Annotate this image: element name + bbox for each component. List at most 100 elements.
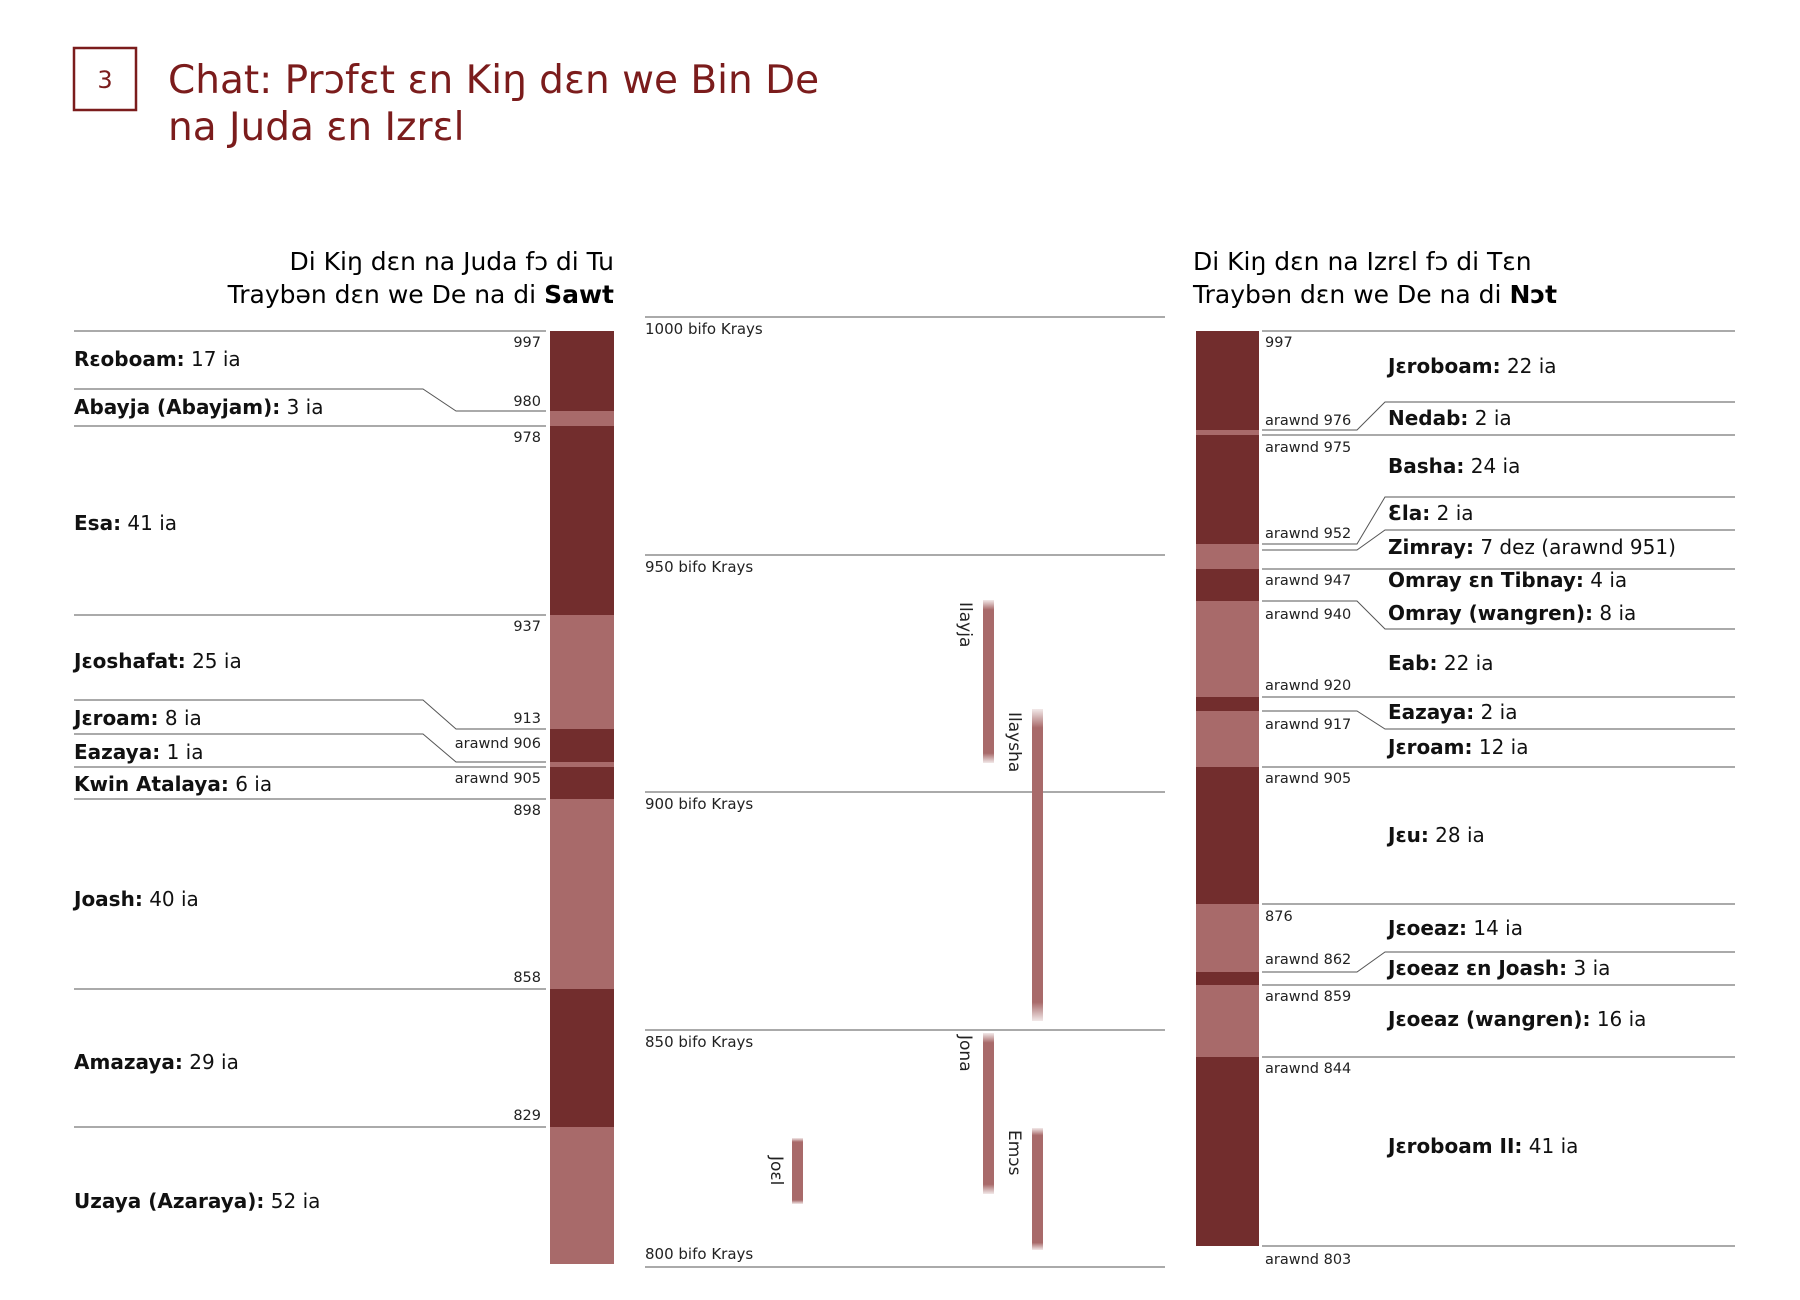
king-label: Ɛla: 2 ia — [1388, 501, 1474, 525]
rule — [1262, 710, 1735, 730]
king-label: Omray ɛn Tibnay: 4 ia — [1388, 568, 1627, 592]
king-label: Jɛoeaz (wangren): 16 ia — [1386, 1007, 1646, 1031]
judah-king-names: Rɛoboam: 17 ia Abayja (Abayjam): 3 ia Es… — [72, 347, 323, 1213]
prophet-label: Emɔs — [1004, 1130, 1024, 1176]
timeline-labels: 1000 bifo Krays 950 bifo Krays 900 bifo … — [645, 320, 763, 1263]
king-label: Amazaya: 29 ia — [74, 1050, 239, 1074]
king-label: Eab: 22 ia — [1388, 651, 1493, 675]
judah-bar-segment — [550, 331, 614, 411]
prophet-labels: Ilayja Ilaysha Jona Emɔs Joɛl — [766, 602, 1024, 1185]
king-label: Rɛoboam: 17 ia — [74, 347, 241, 371]
israel-bar-segment — [1196, 1057, 1259, 1246]
judah-year-labels: 997 980 978 937 913 arawnd 906 arawnd 90… — [455, 335, 541, 1124]
king-label: Kwin Atalaya: 6 ia — [74, 772, 272, 796]
prophet-bar-ilayja — [983, 600, 994, 763]
year-label: arawnd 905 — [455, 771, 541, 787]
israel-bar-segment — [1196, 985, 1259, 1057]
year-label: arawnd 940 — [1265, 607, 1351, 623]
judah-header-line2: Traybən dɛn we De na di Sawt — [227, 280, 614, 309]
israel-bar-segment — [1196, 767, 1259, 904]
rule — [1262, 600, 1735, 630]
judah-rules — [74, 330, 546, 1128]
year-label: 829 — [513, 1108, 541, 1124]
king-label: Jɛroboam: 22 ia — [1386, 354, 1557, 378]
king-label: Jɛroboam II: 41 ia — [1386, 1134, 1578, 1158]
figure-number: 3 — [97, 66, 112, 94]
page-title-line1: Chat: Prɔfɛt ɛn Kiŋ dɛn we Bin De — [168, 58, 819, 103]
israel-bar-segment — [1196, 904, 1259, 972]
judah-bar-segment — [550, 762, 614, 767]
year-label: 978 — [513, 430, 541, 446]
israel-header-line2: Traybən dɛn we De na di Nɔt — [1192, 280, 1557, 309]
israel-bar-segment — [1196, 601, 1259, 697]
king-label: Joash: 40 ia — [72, 887, 199, 911]
prophet-bar-ilaysha — [1032, 709, 1043, 1021]
rule — [1262, 529, 1735, 551]
judah-bar — [550, 331, 614, 1264]
year-label: 997 — [1265, 335, 1293, 351]
king-label: Jɛroam: 8 ia — [72, 706, 202, 730]
judah-bar-segment — [550, 989, 614, 1127]
year-label: arawnd 803 — [1265, 1252, 1351, 1268]
year-label: arawnd 952 — [1265, 526, 1351, 542]
king-label: Omray (wangren): 8 ia — [1388, 601, 1636, 625]
year-label: arawnd 844 — [1265, 1061, 1351, 1077]
judah-bar-segment — [550, 729, 614, 762]
year-label: arawnd 920 — [1265, 678, 1351, 694]
rule — [1262, 401, 1735, 431]
year-label: arawnd 975 — [1265, 440, 1351, 456]
king-label: Jɛroam: 12 ia — [1386, 735, 1529, 759]
king-label: Uzaya (Azaraya): 52 ia — [74, 1189, 320, 1213]
year-label: arawnd 862 — [1265, 952, 1351, 968]
israel-bar-segment — [1196, 697, 1259, 711]
rule — [74, 388, 546, 412]
israel-bar-segment — [1196, 544, 1259, 550]
timeline-label: 1000 bifo Krays — [645, 320, 763, 338]
prophet-label: Joɛl — [766, 1155, 786, 1185]
year-label: 997 — [513, 335, 541, 351]
rule — [1262, 951, 1735, 973]
israel-bar-segment — [1196, 550, 1259, 569]
israel-bar-segment — [1196, 569, 1259, 601]
king-label: Jɛu: 28 ia — [1386, 823, 1485, 847]
year-label: 898 — [513, 803, 541, 819]
israel-rules — [1262, 330, 1735, 1247]
year-label: 876 — [1265, 909, 1293, 925]
year-label: 937 — [513, 619, 541, 635]
year-label: 858 — [513, 970, 541, 986]
king-label: Jɛoeaz: 14 ia — [1386, 916, 1523, 940]
year-label: arawnd 905 — [1265, 771, 1351, 787]
rule — [1262, 496, 1735, 545]
year-label: 913 — [513, 711, 541, 727]
page-title-line2: na Juda ɛn Izrɛl — [168, 105, 464, 150]
israel-king-names: Jɛroboam: 22 ia Nedab: 2 ia Basha: 24 ia… — [1386, 354, 1676, 1158]
rule — [74, 733, 546, 763]
israel-bar-segment — [1196, 331, 1259, 430]
king-label: Eazaya: 1 ia — [74, 740, 203, 764]
king-label: Abayja (Abayjam): 3 ia — [74, 395, 323, 419]
timeline-label: 800 bifo Krays — [645, 1245, 753, 1263]
king-label: Esa: 41 ia — [74, 511, 177, 535]
year-label: arawnd 906 — [455, 736, 541, 752]
timeline-label: 950 bifo Krays — [645, 558, 753, 576]
judah-bar-segment — [550, 411, 614, 426]
year-label: arawnd 859 — [1265, 989, 1351, 1005]
year-label: arawnd 947 — [1265, 573, 1351, 589]
rule — [74, 699, 546, 730]
timeline-label: 850 bifo Krays — [645, 1033, 753, 1051]
israel-bar — [1196, 331, 1259, 1246]
king-label: Jɛoshafat: 25 ia — [72, 649, 242, 673]
king-label: Nedab: 2 ia — [1388, 406, 1512, 430]
israel-bar-segment — [1196, 972, 1259, 985]
king-label: Jɛoeaz ɛn Joash: 3 ia — [1386, 956, 1610, 980]
year-label: arawnd 917 — [1265, 717, 1351, 733]
judah-bar-segment — [550, 1127, 614, 1264]
prophet-label: Jona — [955, 1034, 975, 1072]
prophet-bar-joel — [792, 1138, 803, 1204]
prophet-label: Ilayja — [955, 602, 975, 647]
judah-bar-segment — [550, 426, 614, 615]
israel-year-labels: 997 arawnd 976 arawnd 975 arawnd 952 ara… — [1265, 335, 1351, 1268]
king-label: Eazaya: 2 ia — [1388, 700, 1517, 724]
